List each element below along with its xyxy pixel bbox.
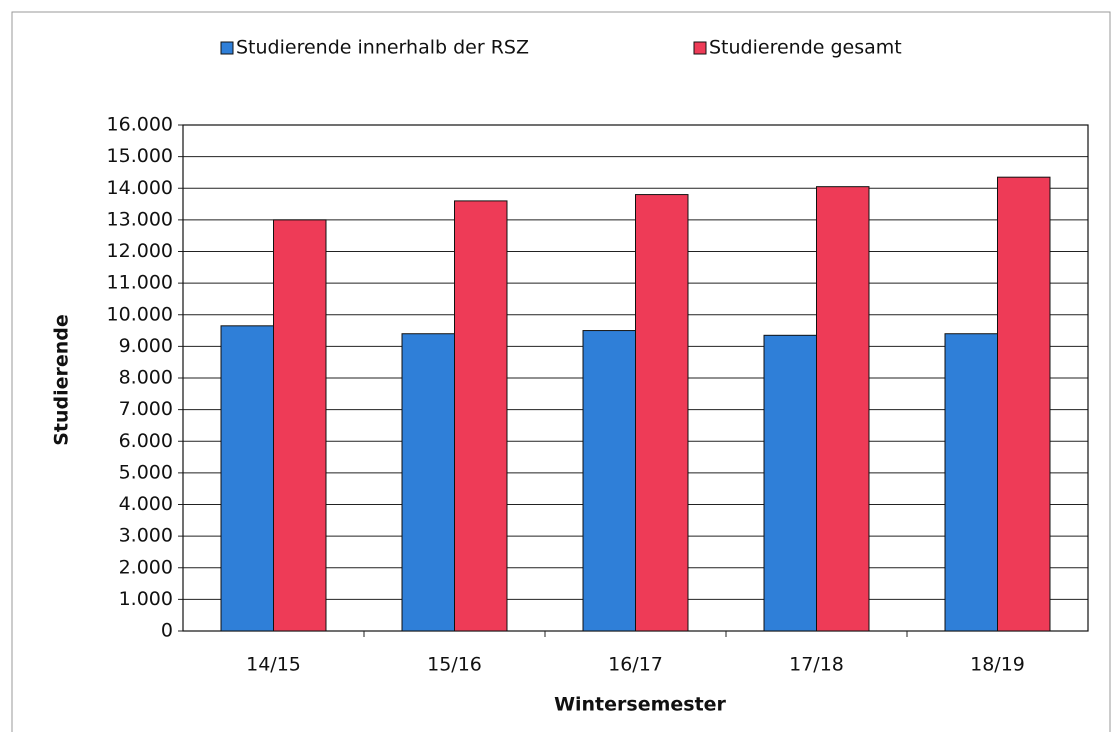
bar [454, 200, 508, 632]
chart-frame [11, 11, 1111, 732]
bar [997, 176, 1051, 632]
bar [582, 330, 637, 632]
y-tick-label: 7.000 [119, 398, 173, 420]
legend-label: Studierende innerhalb der RSZ [236, 37, 529, 59]
bar [816, 186, 870, 632]
y-tick-label: 2.000 [119, 556, 173, 578]
y-tick-label: 8.000 [119, 367, 173, 389]
bar [401, 333, 456, 632]
bar [220, 325, 274, 632]
legend-swatch [220, 41, 234, 55]
x-tick-label: 16/17 [608, 654, 663, 676]
bar [944, 333, 999, 632]
x-tick-label: 14/15 [246, 654, 301, 676]
y-tick-label: 3.000 [119, 525, 173, 547]
y-tick-label: 15.000 [107, 145, 173, 167]
y-tick-label: 11.000 [107, 272, 173, 294]
x-tick-label: 17/18 [789, 654, 844, 676]
y-tick-label: 16.000 [107, 114, 173, 136]
bar [273, 219, 327, 632]
y-tick-label: 13.000 [107, 208, 173, 230]
y-tick-label: 14.000 [107, 177, 173, 199]
legend-swatch [693, 41, 707, 55]
x-tick-label: 15/16 [427, 654, 482, 676]
x-tick-label: 18/19 [970, 654, 1025, 676]
y-tick-label: 0 [161, 620, 173, 642]
bar [763, 334, 818, 632]
bar [635, 194, 689, 632]
y-tick-label: 10.000 [107, 303, 173, 325]
x-axis-title: Wintersemester [554, 694, 726, 716]
y-tick-label: 9.000 [119, 335, 173, 357]
y-tick-label: 12.000 [107, 240, 173, 262]
y-tick-label: 4.000 [119, 493, 173, 515]
y-tick-label: 5.000 [119, 461, 173, 483]
y-tick-label: 6.000 [119, 430, 173, 452]
y-axis-title: Studierende [51, 314, 73, 446]
y-tick-label: 1.000 [119, 588, 173, 610]
legend-label: Studierende gesamt [709, 37, 902, 59]
